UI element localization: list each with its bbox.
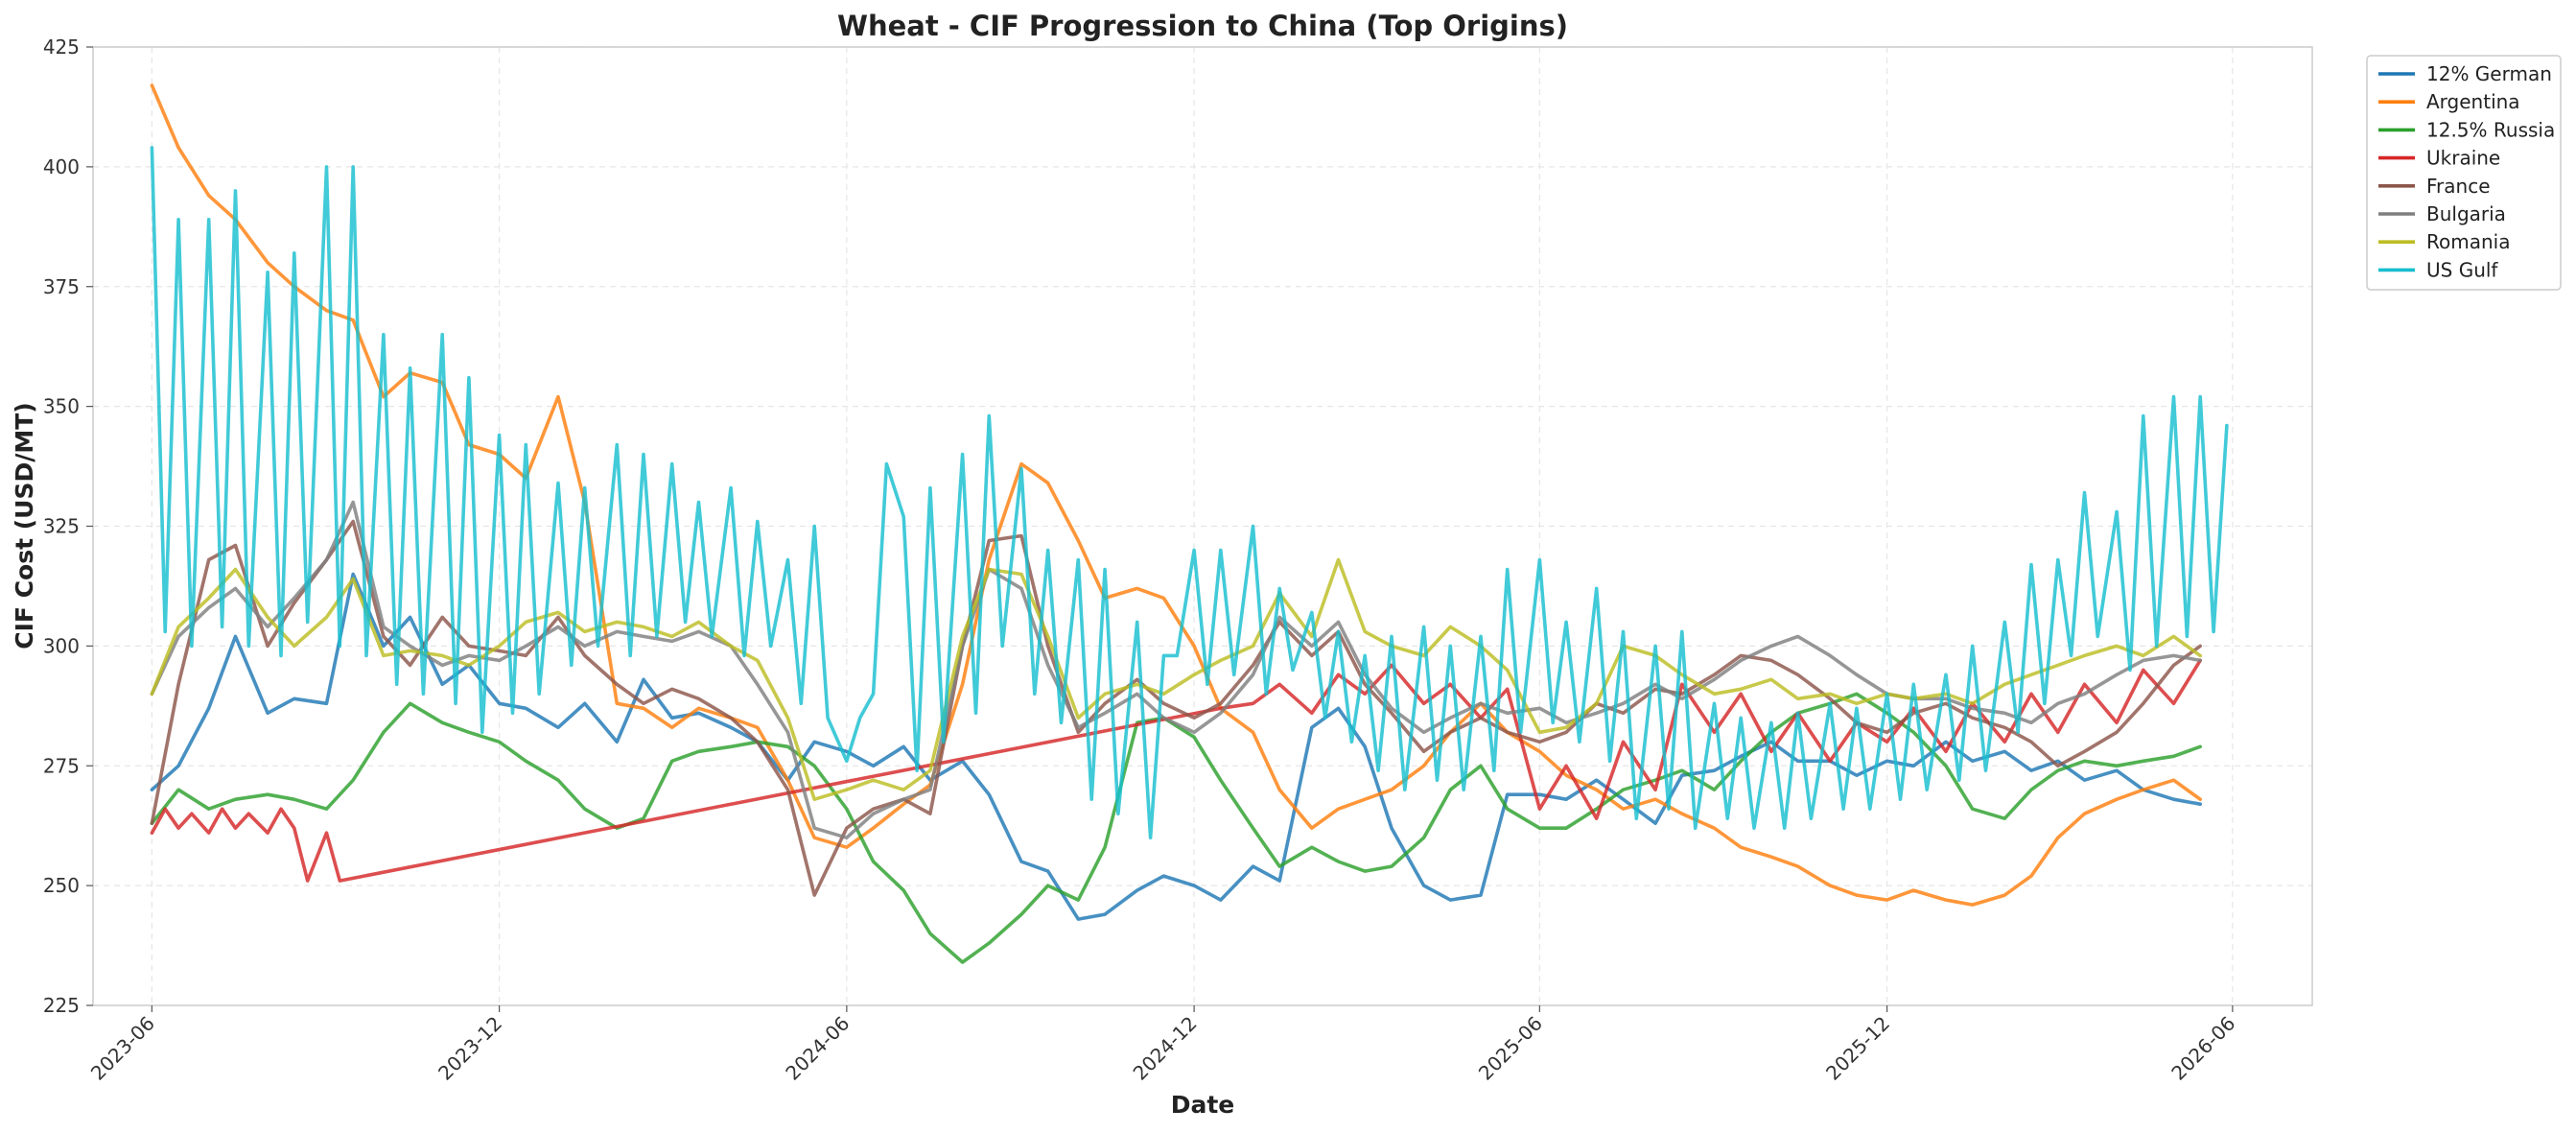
series-line-6: [150, 557, 2202, 802]
legend-label: Ukraine: [2426, 147, 2500, 170]
legend-label: Argentina: [2426, 90, 2520, 113]
legend-label: Romania: [2426, 230, 2510, 253]
legend-label: 12.5% Russia: [2426, 118, 2555, 141]
chart-title: Wheat - CIF Progression to China (Top Or…: [837, 10, 1568, 42]
legend-label: France: [2426, 175, 2491, 198]
y-axis-label: CIF Cost (USD/MT): [11, 402, 38, 649]
y-axis-ticks: 225 250 275 300 325 350 375 400 425: [43, 35, 93, 1017]
y-tick-label: 400: [43, 155, 80, 178]
legend: 12% German Argentina 12.5% Russia Ukraine Fr…: [2366, 55, 2562, 291]
series-line-7: [150, 146, 2229, 840]
series-line-0: [150, 572, 2202, 921]
x-axis-label: Date: [1171, 1091, 1235, 1119]
legend-box: [2366, 55, 2562, 291]
series-lines: [150, 83, 2229, 964]
y-tick-label: 225: [43, 994, 80, 1017]
y-tick-label: 375: [43, 275, 80, 298]
y-tick-label: 275: [43, 754, 80, 777]
legend-label: 12% German: [2426, 62, 2552, 85]
y-tick-label: 350: [43, 395, 80, 418]
y-tick-label: 425: [43, 35, 80, 59]
legend-label: Bulgaria: [2426, 202, 2506, 225]
series-line-1: [150, 83, 2202, 907]
series-line-2: [150, 692, 2202, 964]
series-line-5: [150, 500, 2202, 840]
y-tick-label: 300: [43, 634, 80, 657]
y-tick-label: 250: [43, 874, 80, 897]
y-tick-label: 325: [43, 515, 80, 538]
legend-label: US Gulf: [2426, 258, 2498, 281]
